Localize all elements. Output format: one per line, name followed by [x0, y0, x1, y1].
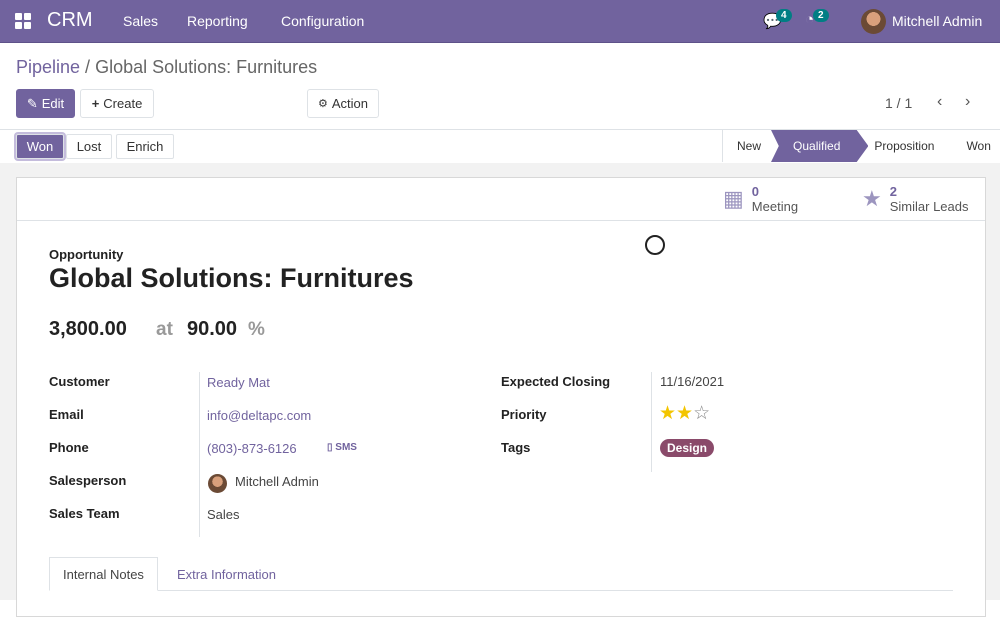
- form-sheet: ▦ 0 Meeting ★ 2 Similar Leads Opportunity …: [16, 177, 986, 617]
- at-label: at: [156, 319, 173, 340]
- menu-configuration[interactable]: Configuration: [281, 13, 365, 29]
- sales-team-value[interactable]: Sales: [207, 507, 240, 522]
- pager-next-icon[interactable]: ›: [965, 93, 971, 110]
- record-title: Global Solutions: Furnitures: [49, 263, 414, 293]
- customer-value[interactable]: Ready Mat: [207, 375, 270, 390]
- percent-sign: %: [248, 319, 265, 340]
- stage-proposition[interactable]: Proposition: [874, 139, 935, 153]
- record-type: Opportunity: [49, 247, 124, 262]
- breadcrumb: Pipeline / Global Solutions: Furnitures: [16, 57, 317, 78]
- top-navbar: CRM Sales Reporting Configuration 💬 4 ◔ …: [0, 0, 1000, 43]
- menu-sales[interactable]: Sales: [123, 13, 159, 29]
- calendar-icon: ▦: [723, 186, 744, 211]
- divider: [651, 372, 652, 472]
- user-menu[interactable]: Mitchell Admin: [892, 13, 983, 29]
- breadcrumb-separator: /: [80, 57, 96, 77]
- apps-menu-icon[interactable]: [15, 13, 31, 29]
- enrich-button[interactable]: Enrich: [116, 134, 174, 159]
- button-box: ▦ 0 Meeting ★ 2 Similar Leads: [17, 178, 985, 221]
- app-brand[interactable]: CRM: [47, 9, 93, 31]
- meeting-smart-button[interactable]: ▦ 0 Meeting: [723, 184, 798, 214]
- divider: [199, 372, 200, 537]
- phone-value[interactable]: (803)-873-6126: [207, 441, 297, 456]
- breadcrumb-pipeline[interactable]: Pipeline: [16, 57, 81, 77]
- customer-label: Customer: [49, 374, 110, 389]
- pager-value[interactable]: 1 / 1: [885, 95, 913, 111]
- expected-closing-value[interactable]: 11/16/2021: [660, 374, 725, 389]
- similar-label: Similar Leads: [889, 199, 969, 214]
- messages-badge: 4: [776, 9, 792, 22]
- meeting-count: 0: [751, 184, 760, 199]
- star-filled-icon[interactable]: ★: [659, 403, 677, 424]
- tab-extra-information[interactable]: Extra Information: [177, 566, 276, 582]
- phone-label: Phone: [49, 440, 89, 455]
- divider: [0, 129, 1000, 130]
- pager-prev-icon[interactable]: ‹: [937, 93, 943, 110]
- action-button[interactable]: ⚙ Action: [307, 89, 379, 118]
- sms-label: SMS: [335, 442, 357, 453]
- mobile-icon: ▯: [327, 442, 333, 453]
- menu-reporting[interactable]: Reporting: [187, 13, 248, 29]
- action-label: Action: [331, 96, 368, 111]
- breadcrumb-current: Global Solutions: Furnitures: [95, 57, 318, 77]
- sms-button[interactable]: ▯ SMS: [327, 442, 357, 453]
- priority-stars: ★★☆: [659, 402, 710, 425]
- divider: [49, 590, 953, 591]
- tags-label: Tags: [501, 440, 531, 455]
- email-label: Email: [49, 407, 84, 422]
- star-empty-icon[interactable]: ☆: [693, 403, 711, 424]
- edit-label: Edit: [41, 96, 65, 111]
- expected-closing-label: Expected Closing: [501, 374, 611, 389]
- probability: 90.00: [187, 318, 238, 340]
- pencil-icon: ✎: [26, 95, 38, 111]
- similar-count: 2: [889, 184, 897, 199]
- similar-leads-smart-button[interactable]: ★ 2 Similar Leads: [862, 184, 969, 214]
- stage-new[interactable]: New: [737, 139, 762, 153]
- salesperson-value[interactable]: Mitchell Admin: [235, 474, 319, 489]
- mouse-cursor-icon: [645, 235, 665, 255]
- tag-design[interactable]: Design: [660, 439, 715, 457]
- meeting-label: Meeting: [751, 199, 799, 214]
- stage-pipeline: New Qualified Proposition Won: [722, 130, 1000, 162]
- stage-won[interactable]: Won: [966, 139, 991, 153]
- email-value[interactable]: info@deltapc.com: [207, 408, 312, 423]
- won-button[interactable]: Won: [16, 134, 64, 159]
- user-avatar[interactable]: [861, 9, 886, 34]
- star-filled-icon[interactable]: ★: [676, 403, 694, 424]
- activities-badge: 2: [813, 9, 829, 22]
- salesperson-label: Salesperson: [49, 473, 127, 488]
- stage-qualified[interactable]: Qualified: [771, 130, 869, 162]
- expected-revenue: 3,800.00: [49, 318, 127, 340]
- star-icon: ★: [862, 186, 882, 211]
- salesperson-avatar: [208, 474, 227, 493]
- tab-internal-notes[interactable]: Internal Notes: [49, 557, 158, 591]
- lost-button[interactable]: Lost: [66, 134, 112, 159]
- create-label: Create: [103, 96, 143, 111]
- edit-button[interactable]: ✎ Edit: [16, 89, 75, 118]
- create-button[interactable]: + Create: [80, 89, 154, 118]
- sales-team-label: Sales Team: [49, 506, 120, 521]
- plus-icon: +: [91, 96, 100, 111]
- activities-clock-icon[interactable]: ◔: [805, 11, 815, 28]
- gear-icon: ⚙: [317, 98, 328, 110]
- priority-label: Priority: [501, 407, 547, 422]
